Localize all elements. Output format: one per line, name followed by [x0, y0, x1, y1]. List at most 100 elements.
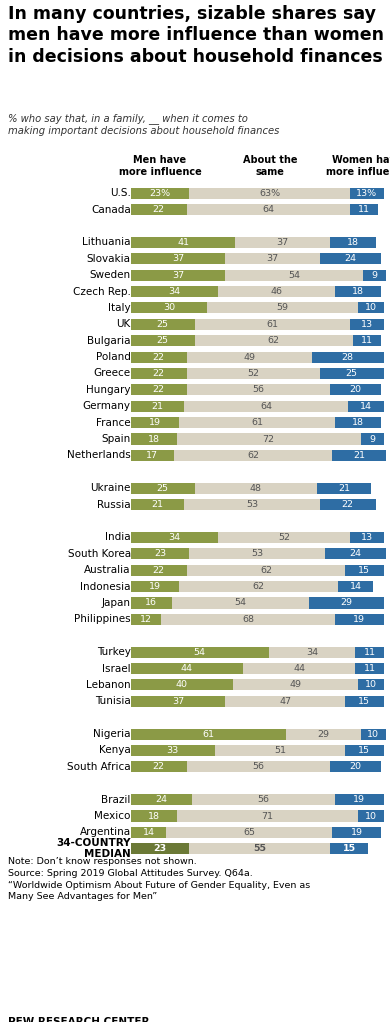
- Bar: [363, 270, 386, 281]
- Text: 22: 22: [342, 500, 354, 509]
- Text: 18: 18: [352, 418, 364, 427]
- Text: 19: 19: [149, 583, 161, 591]
- Text: Bulgaria: Bulgaria: [87, 335, 131, 345]
- Bar: [131, 319, 195, 330]
- Bar: [361, 433, 383, 445]
- Text: 56: 56: [252, 385, 264, 394]
- Text: 52: 52: [247, 369, 259, 378]
- Text: 22: 22: [153, 205, 165, 214]
- Bar: [350, 531, 383, 543]
- Text: Men have
more influence: Men have more influence: [119, 155, 201, 177]
- Bar: [317, 482, 371, 494]
- Bar: [131, 810, 177, 822]
- Text: 61: 61: [266, 320, 278, 329]
- Text: 52: 52: [278, 532, 290, 542]
- Bar: [345, 745, 383, 756]
- Bar: [225, 270, 363, 281]
- Text: 22: 22: [153, 385, 165, 394]
- Bar: [192, 794, 335, 805]
- Text: Germany: Germany: [83, 402, 131, 411]
- Bar: [131, 352, 187, 363]
- Text: 25: 25: [346, 369, 358, 378]
- Text: 9: 9: [372, 271, 378, 280]
- Bar: [335, 286, 381, 297]
- Text: 18: 18: [148, 811, 160, 821]
- Bar: [131, 696, 225, 707]
- Bar: [131, 450, 174, 461]
- Text: 40: 40: [176, 681, 188, 690]
- Bar: [358, 810, 383, 822]
- Bar: [287, 729, 361, 740]
- Bar: [131, 647, 269, 658]
- Text: 11: 11: [363, 648, 376, 656]
- Text: 19: 19: [149, 418, 161, 427]
- Text: 22: 22: [153, 353, 165, 362]
- Bar: [325, 548, 386, 559]
- Text: 15: 15: [358, 746, 370, 755]
- Bar: [330, 761, 381, 773]
- Bar: [131, 680, 233, 691]
- Text: Mexico: Mexico: [94, 811, 131, 821]
- Text: Tunisia: Tunisia: [95, 696, 131, 706]
- Text: Netherlands: Netherlands: [67, 451, 131, 461]
- Bar: [335, 417, 381, 428]
- Bar: [348, 401, 383, 412]
- Bar: [335, 794, 383, 805]
- Bar: [330, 237, 376, 248]
- Bar: [131, 384, 187, 396]
- Bar: [187, 204, 350, 216]
- Text: 16: 16: [145, 599, 157, 607]
- Text: 19: 19: [351, 828, 363, 837]
- Text: 68: 68: [242, 615, 254, 623]
- Text: 64: 64: [260, 402, 272, 411]
- Bar: [269, 647, 355, 658]
- Bar: [358, 680, 383, 691]
- Bar: [320, 368, 383, 379]
- Text: Turkey: Turkey: [97, 647, 131, 657]
- Text: 34-COUNTRY
MEDIAN: 34-COUNTRY MEDIAN: [56, 838, 131, 860]
- Text: 24: 24: [349, 549, 362, 558]
- Text: Israel: Israel: [102, 663, 131, 673]
- Text: 44: 44: [181, 664, 193, 673]
- Bar: [131, 745, 215, 756]
- Bar: [187, 564, 345, 575]
- Bar: [131, 401, 184, 412]
- Bar: [131, 564, 187, 575]
- Text: Ukraine: Ukraine: [90, 483, 131, 494]
- Text: Poland: Poland: [96, 353, 131, 362]
- Text: 54: 54: [288, 271, 300, 280]
- Text: 21: 21: [151, 402, 163, 411]
- Bar: [131, 433, 177, 445]
- Text: Argentina: Argentina: [80, 828, 131, 837]
- Bar: [335, 614, 383, 624]
- Text: Lithuania: Lithuania: [82, 237, 131, 247]
- Bar: [131, 368, 187, 379]
- Text: 14: 14: [142, 828, 154, 837]
- Text: About the
same: About the same: [243, 155, 297, 177]
- Bar: [320, 253, 381, 265]
- Text: Brazil: Brazil: [101, 795, 131, 804]
- Text: Canada: Canada: [91, 204, 131, 215]
- Bar: [167, 827, 332, 838]
- Text: 22: 22: [153, 565, 165, 574]
- Text: 63%: 63%: [259, 189, 280, 197]
- Text: Note: Don’t know responses not shown.
Source: Spring 2019 Global Attitudes Surve: Note: Don’t know responses not shown. So…: [8, 857, 310, 901]
- Text: 18: 18: [352, 287, 364, 296]
- Text: 24: 24: [344, 254, 356, 264]
- Bar: [243, 663, 355, 675]
- Bar: [355, 647, 383, 658]
- Bar: [179, 580, 338, 592]
- Text: 37: 37: [172, 271, 184, 280]
- Bar: [131, 580, 179, 592]
- Bar: [131, 204, 187, 216]
- Text: 65: 65: [243, 828, 255, 837]
- Text: 49: 49: [289, 681, 301, 690]
- Text: 28: 28: [342, 353, 354, 362]
- Text: 30: 30: [163, 304, 175, 313]
- Text: South Korea: South Korea: [67, 549, 131, 559]
- Text: U.S.: U.S.: [110, 188, 131, 198]
- Bar: [350, 319, 383, 330]
- Text: 37: 37: [172, 697, 184, 706]
- Bar: [195, 482, 317, 494]
- Bar: [190, 843, 330, 854]
